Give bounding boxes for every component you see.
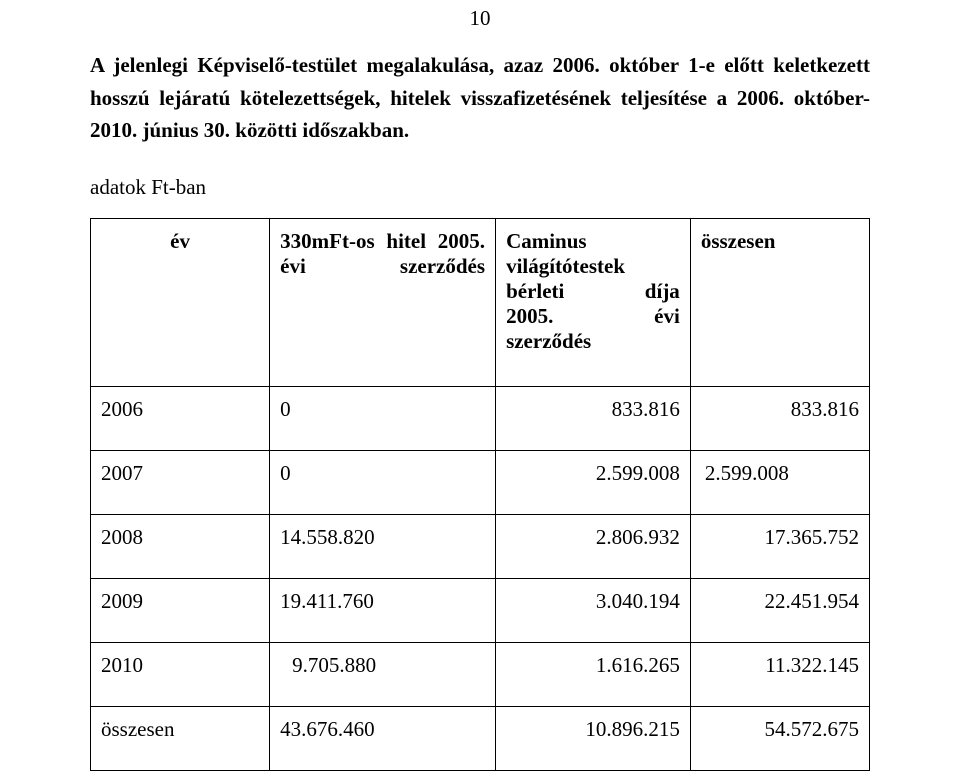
cell-year: 2010 [91,642,270,706]
col-header-caminus: Caminus világítótestek bérleti díja 2005… [496,218,691,386]
cell-year: 2008 [91,514,270,578]
intro-paragraph: A jelenlegi Képviselő-testület megalakul… [90,49,870,147]
cell-c: 22.451.954 [690,578,869,642]
cell-year: 2009 [91,578,270,642]
cell-b: 1.616.265 [496,642,691,706]
cell-year: 2007 [91,450,270,514]
cell-a: 0 [270,450,496,514]
cell-a: 0 [270,386,496,450]
cell-c: 11.322.145 [690,642,869,706]
col-header-year: év [91,218,270,386]
cell-b: 3.040.194 [496,578,691,642]
table-row: 2008 14.558.820 2.806.932 17.365.752 [91,514,870,578]
cell-b: 2.599.008 [496,450,691,514]
table-row: 2006 0 833.816 833.816 [91,386,870,450]
cell-a: 19.411.760 [270,578,496,642]
table-header-row: év 330mFt-os hitel 2005. évi szerződés C… [91,218,870,386]
col-header-loan: 330mFt-os hitel 2005. évi szerződés [270,218,496,386]
cell-c: 833.816 [690,386,869,450]
col3-line2: világítótestek [506,254,680,279]
table-row: 2007 0 2.599.008 2.599.008 [91,450,870,514]
page-number: 10 [90,0,870,49]
table-row-total: összesen 43.676.460 10.896.215 54.572.67… [91,706,870,770]
col3-line1: Caminus [506,229,680,254]
cell-c: 17.365.752 [690,514,869,578]
cell-b: 2.806.932 [496,514,691,578]
table-row: 2010 9.705.880 1.616.265 11.322.145 [91,642,870,706]
cell-a: 43.676.460 [270,706,496,770]
units-label: adatok Ft-ban [90,175,870,200]
col3-line3: bérleti díja [506,279,680,304]
cell-a: 9.705.880 [270,642,496,706]
col-header-total: összesen [690,218,869,386]
cell-year: összesen [91,706,270,770]
col3-line5: szerződés [506,329,591,353]
cell-c: 2.599.008 [690,450,869,514]
col3-line4: 2005. évi [506,304,680,329]
cell-year: 2006 [91,386,270,450]
cell-c: 54.572.675 [690,706,869,770]
data-table: év 330mFt-os hitel 2005. évi szerződés C… [90,218,870,771]
cell-b: 833.816 [496,386,691,450]
cell-b: 10.896.215 [496,706,691,770]
table-row: 2009 19.411.760 3.040.194 22.451.954 [91,578,870,642]
cell-a: 14.558.820 [270,514,496,578]
